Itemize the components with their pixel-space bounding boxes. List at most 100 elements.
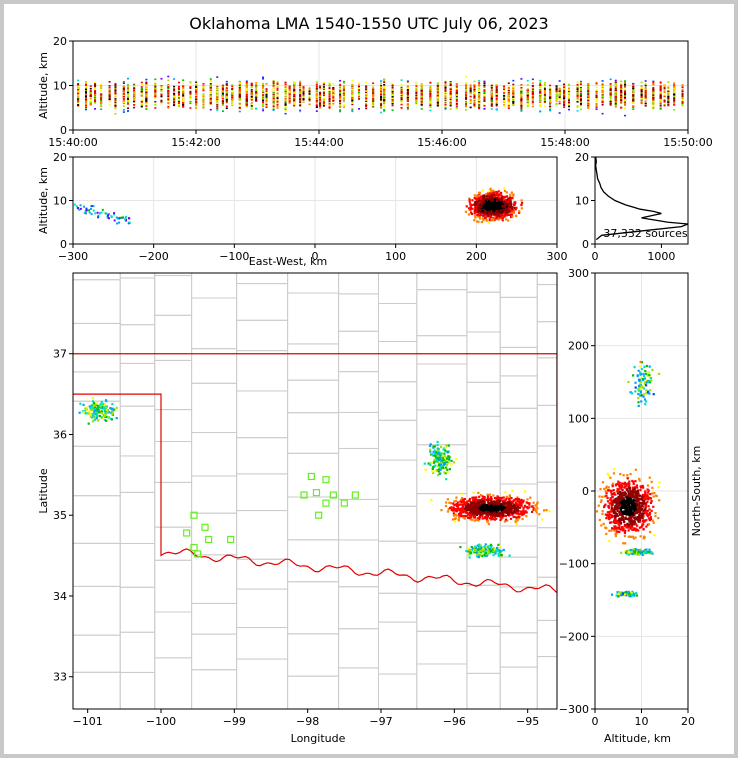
source-point <box>94 94 97 96</box>
source-point <box>491 189 494 192</box>
source-point <box>380 98 383 101</box>
source-point <box>124 217 127 220</box>
source-point <box>495 199 498 203</box>
source-point <box>489 198 492 201</box>
source-point <box>563 95 566 97</box>
source-point <box>632 89 635 92</box>
source-point <box>469 95 472 98</box>
source-point <box>391 109 394 111</box>
source-point <box>526 94 529 97</box>
source-point <box>490 104 493 106</box>
source-point <box>216 91 219 94</box>
source-point <box>160 85 163 88</box>
source-point <box>663 84 666 86</box>
source-point <box>507 104 510 107</box>
source-point <box>406 81 409 83</box>
source-point <box>145 98 148 101</box>
source-point <box>94 95 97 98</box>
source-point <box>272 88 275 90</box>
source-point <box>400 96 403 98</box>
source-point <box>383 102 386 104</box>
source-point <box>225 91 228 94</box>
source-point <box>595 91 598 94</box>
source-point <box>587 91 590 94</box>
source-point <box>614 83 617 86</box>
source-point <box>391 88 394 91</box>
source-point <box>429 104 432 106</box>
source-point <box>231 91 234 93</box>
source-point <box>632 95 635 97</box>
source-point <box>250 93 253 96</box>
source-point <box>299 96 302 99</box>
source-point <box>255 99 258 101</box>
source-point <box>209 98 212 101</box>
source-point <box>497 196 501 199</box>
source-point <box>276 101 279 104</box>
source-point <box>122 82 125 85</box>
source-point <box>563 86 566 89</box>
source-point <box>133 96 136 98</box>
source-point <box>177 87 180 90</box>
source-point <box>508 197 511 200</box>
source-point <box>474 203 477 206</box>
source-point <box>479 198 482 201</box>
source-point <box>652 81 655 84</box>
source-point <box>484 207 488 211</box>
source-point <box>480 195 483 198</box>
source-point <box>351 86 354 89</box>
source-point <box>231 103 234 105</box>
source-point <box>127 97 130 99</box>
source-point <box>498 193 501 196</box>
source-point <box>614 84 617 87</box>
source-point <box>518 211 521 214</box>
source-point <box>189 90 192 93</box>
source-point <box>100 93 103 95</box>
source-point <box>609 103 612 105</box>
source-point <box>250 108 253 110</box>
source-point <box>145 78 148 81</box>
source-point <box>465 92 468 95</box>
source-point <box>504 207 508 210</box>
source-point <box>420 103 423 106</box>
source-point <box>315 93 318 95</box>
chart-title: Oklahoma LMA 1540-1550 UTC July 06, 2023 <box>189 14 549 33</box>
source-point <box>480 221 483 224</box>
source-point <box>531 98 534 101</box>
source-point <box>490 191 493 194</box>
source-point <box>601 103 604 106</box>
source-point <box>77 101 80 104</box>
source-point <box>77 96 80 99</box>
source-point <box>351 93 354 95</box>
source-point <box>673 82 676 84</box>
source-point <box>539 84 542 87</box>
source-point <box>520 100 523 102</box>
source-point <box>465 96 468 99</box>
source-point <box>288 90 291 93</box>
source-point <box>299 80 302 83</box>
source-point <box>177 89 180 91</box>
source-point <box>351 97 354 100</box>
source-point <box>512 101 515 103</box>
source-point <box>339 92 342 95</box>
source-point <box>114 85 117 87</box>
source-point <box>276 92 279 95</box>
source-point <box>478 194 481 197</box>
source-point <box>400 106 403 109</box>
source-point <box>663 103 666 106</box>
source-point <box>339 91 342 93</box>
source-point <box>496 202 499 206</box>
source-point <box>145 100 148 103</box>
source-point <box>567 87 570 90</box>
source-point <box>474 211 477 214</box>
source-point <box>89 87 92 90</box>
source-point <box>614 79 617 82</box>
source-point <box>609 93 612 95</box>
source-point <box>455 88 458 90</box>
source-point <box>262 96 265 98</box>
source-point <box>614 102 617 105</box>
source-point <box>497 214 500 217</box>
source-point <box>202 87 205 89</box>
source-point <box>595 95 598 98</box>
source-point <box>332 90 335 93</box>
source-point <box>503 98 506 101</box>
